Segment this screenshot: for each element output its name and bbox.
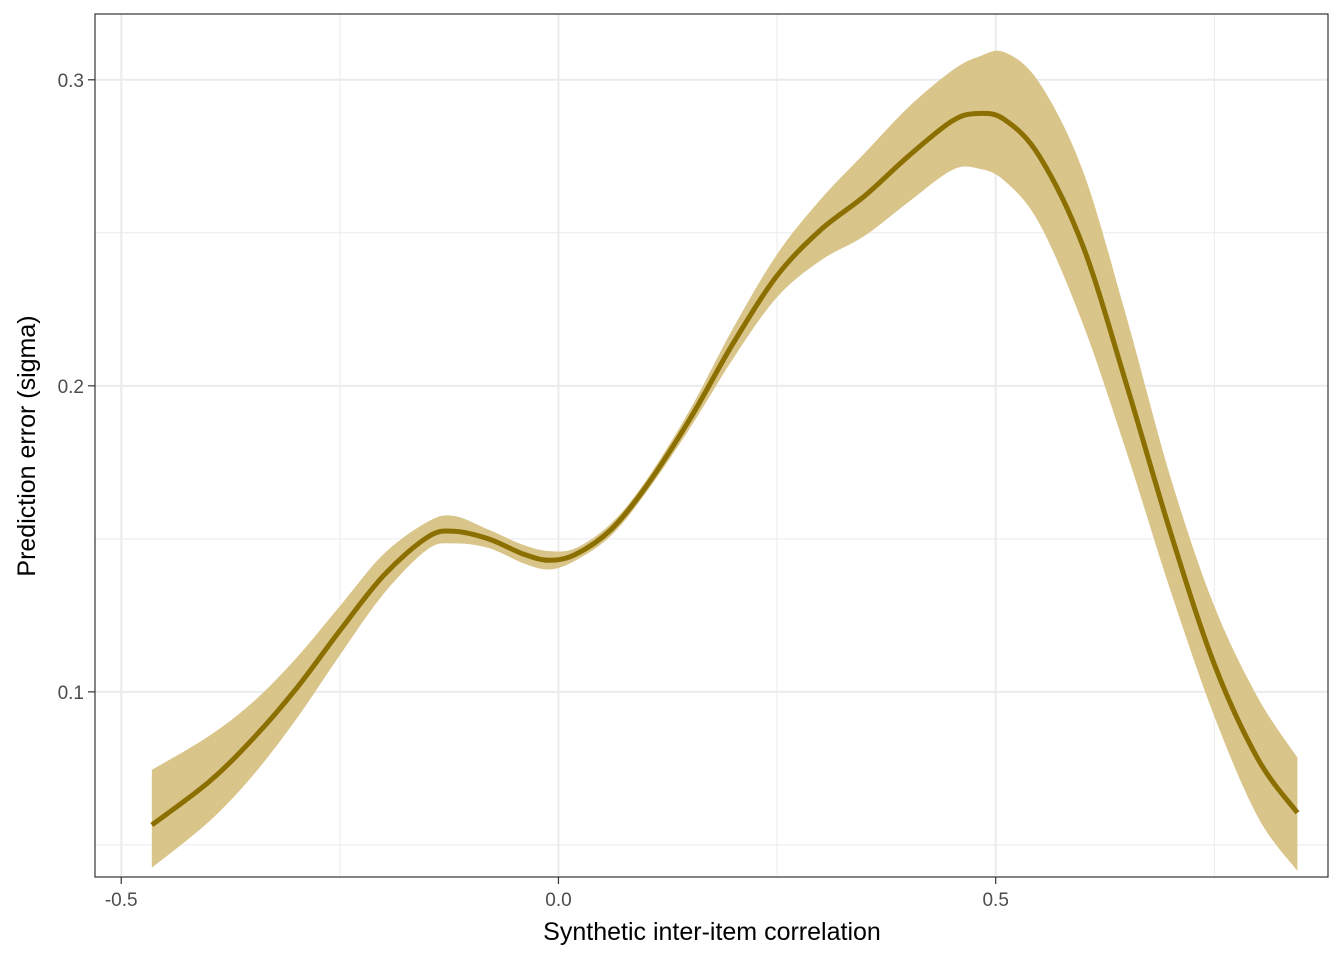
- x-tick-label: -0.5: [105, 890, 138, 911]
- y-tick-label: 0.2: [58, 377, 84, 398]
- grid-major: [95, 14, 1328, 877]
- y-axis: 0.1 0.2 0.3: [58, 71, 95, 704]
- y-axis-title: Prediction error (sigma): [13, 315, 41, 576]
- grid-minor: [95, 14, 1328, 877]
- x-tick-label: 0.5: [982, 890, 1008, 911]
- y-tick-label: 0.3: [58, 71, 84, 92]
- smooth-line: [150, 110, 1300, 827]
- confidence-band: [151, 50, 1298, 871]
- x-tick-label: 0.0: [545, 890, 571, 911]
- panel-border: [94, 13, 1329, 878]
- y-tick-label: 0.1: [58, 683, 84, 704]
- x-axis: -0.5 0.0 0.5: [105, 877, 1009, 911]
- x-axis-title: Synthetic inter-item correlation: [543, 918, 881, 946]
